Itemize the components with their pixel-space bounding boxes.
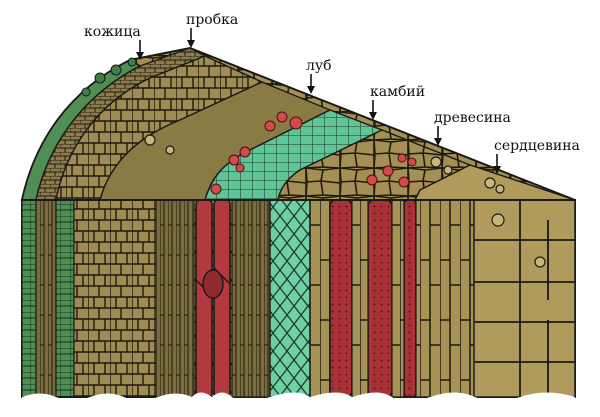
labels: кожица пробка луб камбий древесина сердц…: [84, 12, 580, 174]
label-cambium: камбий: [370, 84, 425, 100]
skin-bumps: [81, 57, 137, 97]
sieve-cells-top: [210, 111, 417, 195]
arrow-cork-head: [187, 40, 195, 48]
front-green-strip: [55, 199, 75, 398]
bottom-cut-edge: [22, 392, 575, 417]
front-cambium: [269, 199, 311, 398]
arrow-phloem-head: [307, 86, 315, 94]
front-skin-strip: [21, 199, 37, 398]
front-wood-cells: [309, 199, 331, 398]
label-pith: сердцевина: [494, 138, 580, 154]
front-phloem-parenchyma: [231, 199, 271, 398]
front-cork-strip: [35, 199, 57, 398]
label-wood: древесина: [434, 110, 511, 126]
front-wood-fibres-3: [415, 199, 475, 398]
arrow-pith-head: [493, 166, 501, 174]
arrow-wood-head: [434, 138, 442, 146]
front-wood-fibres: [351, 199, 369, 398]
front-wood-fibres-2: [391, 199, 405, 398]
front-bark-cells: [73, 199, 157, 398]
arrow-skin-head: [136, 52, 144, 60]
label-cork: пробка: [186, 12, 238, 28]
top-cross-section: [20, 46, 576, 201]
vessel-rings-top: [144, 134, 505, 194]
label-skin: кожица: [84, 24, 141, 40]
front-fibre-strip: [155, 199, 195, 398]
front-pith-cells: [473, 199, 576, 398]
label-phloem: луб: [306, 58, 332, 74]
arrow-cambium-head: [369, 112, 377, 120]
longitudinal-section: [21, 199, 576, 417]
